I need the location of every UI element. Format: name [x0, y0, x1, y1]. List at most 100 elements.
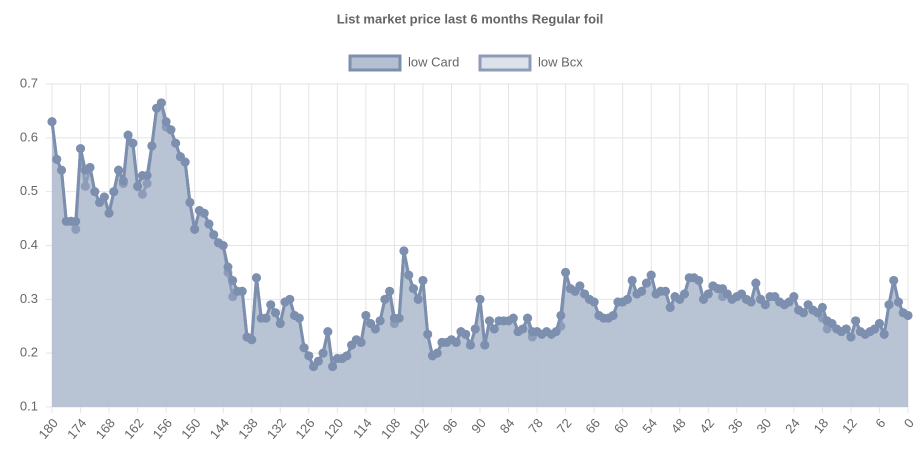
data-point [185, 197, 195, 207]
data-point [57, 165, 67, 175]
data-point [641, 278, 651, 288]
data-point [846, 332, 856, 342]
x-tick-label: 60 [611, 415, 632, 436]
x-tick-label: 180 [35, 415, 60, 441]
data-point [109, 187, 119, 197]
x-tick-label: 150 [178, 415, 203, 441]
data-point [461, 329, 471, 339]
data-point [47, 117, 57, 127]
data-point [318, 348, 328, 358]
data-point [889, 275, 899, 285]
data-point [879, 329, 889, 339]
data-point [251, 273, 261, 283]
data-point [328, 362, 338, 372]
data-point [399, 246, 409, 256]
data-point [171, 138, 181, 148]
data-point [589, 297, 599, 307]
data-point [228, 275, 238, 285]
data-point [90, 187, 100, 197]
data-point [304, 351, 314, 361]
y-tick-label: 0.2 [20, 345, 38, 360]
legend-item[interactable]: low Card [348, 54, 459, 72]
data-point [413, 294, 423, 304]
data-point [556, 310, 566, 320]
x-tick-label: 54 [639, 415, 660, 436]
x-tick-label: 114 [350, 415, 375, 441]
x-tick-label: 12 [839, 415, 860, 436]
data-point [266, 300, 276, 310]
data-point [85, 162, 95, 172]
data-point [80, 181, 90, 191]
data-point [313, 356, 323, 366]
data-point [166, 125, 176, 135]
data-point [114, 165, 124, 175]
x-tick-label: 162 [121, 415, 146, 441]
data-point [375, 316, 385, 326]
data-point [841, 324, 851, 334]
data-point [361, 310, 371, 320]
x-tick-label: 48 [668, 415, 689, 436]
data-point [261, 313, 271, 323]
data-point [575, 281, 585, 291]
x-tick-label: 66 [582, 415, 603, 436]
data-point [342, 351, 352, 361]
y-tick-label: 0.6 [20, 129, 38, 144]
x-tick-label: 168 [93, 415, 118, 441]
x-tick-label: 6 [872, 415, 888, 430]
data-point [561, 267, 571, 277]
data-point [703, 289, 713, 299]
x-tick-label: 96 [440, 415, 461, 436]
data-point [851, 316, 861, 326]
data-point [551, 327, 561, 337]
data-point [71, 224, 81, 234]
data-point [99, 192, 109, 202]
data-point [679, 289, 689, 299]
data-point [518, 324, 528, 334]
data-point [52, 154, 62, 164]
data-point [380, 294, 390, 304]
data-point [142, 179, 152, 189]
data-point [190, 224, 200, 234]
y-tick-label: 0.3 [20, 291, 38, 306]
data-point [694, 275, 704, 285]
area-fill [52, 102, 908, 407]
data-point [161, 117, 171, 127]
data-point [608, 310, 618, 320]
data-point [118, 176, 128, 186]
data-point [903, 310, 913, 320]
legend-item[interactable]: low Bcx [478, 54, 583, 72]
x-tick-label: 108 [378, 415, 403, 441]
data-point [660, 286, 670, 296]
legend-label[interactable]: low Bcx [538, 54, 583, 69]
y-tick-label: 0.4 [20, 237, 38, 252]
data-point [223, 262, 233, 272]
x-tick-label: 24 [782, 415, 803, 436]
data-point [418, 275, 428, 285]
legend-label[interactable]: low Card [408, 54, 459, 69]
data-point [404, 270, 414, 280]
data-point [128, 138, 138, 148]
x-tick-label: 18 [811, 415, 832, 436]
legend-swatch[interactable] [478, 54, 532, 72]
data-point [408, 284, 418, 294]
x-tick-label: 84 [497, 415, 518, 436]
chart-title: List market price last 6 months Regular … [337, 11, 604, 26]
data-point [884, 300, 894, 310]
y-tick-label: 0.5 [20, 183, 38, 198]
legend-swatch[interactable] [348, 54, 402, 72]
data-point [275, 319, 285, 329]
x-tick-label: 30 [753, 415, 774, 436]
x-tick-label: 144 [207, 415, 232, 441]
data-point [874, 319, 884, 329]
data-point [485, 316, 495, 326]
data-point [370, 324, 380, 334]
x-tick-label: 42 [696, 415, 717, 436]
data-point [147, 141, 157, 151]
data-point [156, 98, 166, 108]
data-point [646, 270, 656, 280]
data-point [123, 130, 133, 140]
data-point [893, 297, 903, 307]
data-point [508, 313, 518, 323]
x-tick-label: 102 [406, 415, 431, 441]
data-point [789, 292, 799, 302]
